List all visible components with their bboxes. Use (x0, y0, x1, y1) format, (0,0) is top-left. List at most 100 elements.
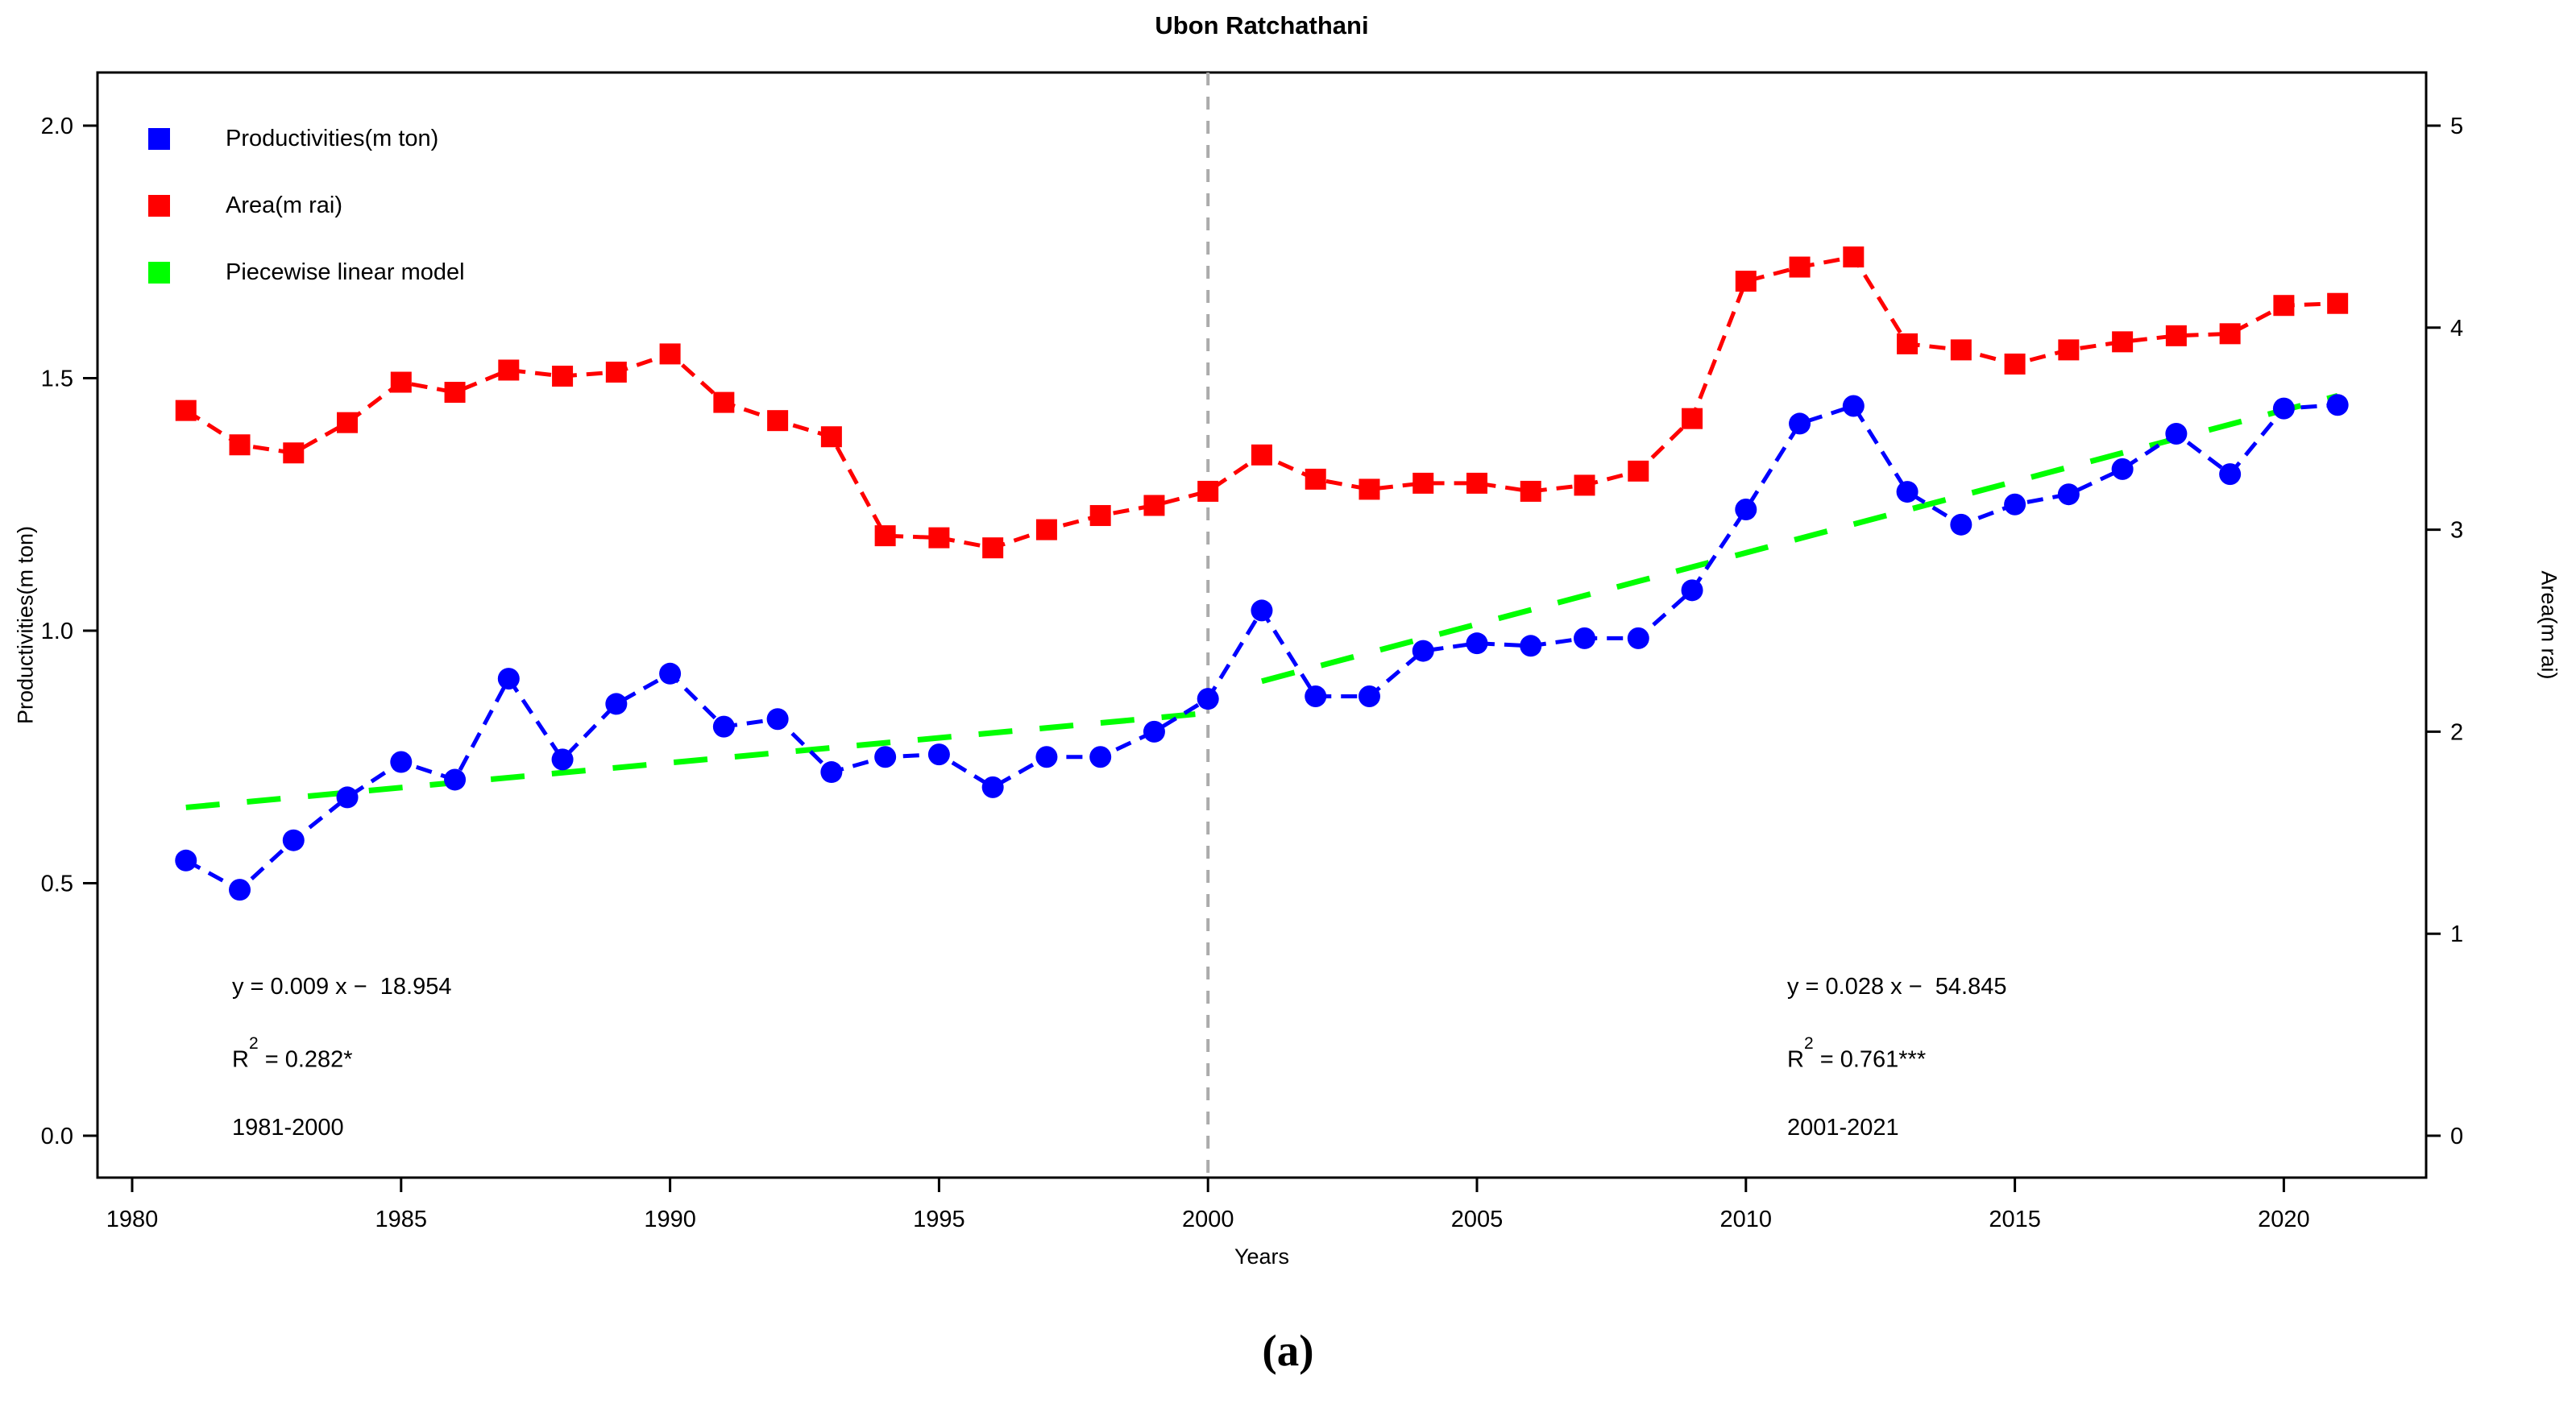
x-tick-label: 1995 (913, 1207, 965, 1232)
area-point-1981 (175, 400, 197, 421)
productivities-point-1986 (444, 768, 467, 791)
productivities-point-2015 (2004, 493, 2026, 516)
area-point-2014 (1950, 339, 1972, 361)
productivities-point-2017 (2111, 458, 2134, 480)
x-tick-label: 2005 (1451, 1207, 1504, 1232)
y-tick-label-right: 4 (2450, 316, 2463, 342)
productivities-point-2004 (1412, 640, 1434, 662)
productivities-point-2011 (1789, 412, 1811, 435)
productivities-point-1999 (1143, 720, 1165, 743)
productivities-point-1997 (1035, 746, 1058, 768)
years-period1: 1981-2000 (232, 1114, 344, 1141)
area-point-1989 (605, 361, 627, 383)
area-point-2016 (2058, 339, 2080, 361)
y-tick-label-right: 5 (2450, 114, 2463, 139)
productivities-point-2016 (2057, 483, 2080, 506)
x-tick-label: 1980 (106, 1207, 159, 1232)
chart-legend: Productivities(m ton) Area(m rai) Piecewis… (148, 106, 465, 306)
area-point-1999 (1143, 495, 1165, 516)
r-squared-period2: R2 = 0.761*** (1787, 1034, 1927, 1073)
legend-label: Area(m rai) (226, 193, 343, 218)
area-point-1984 (337, 412, 359, 433)
plot-border (96, 71, 2428, 1179)
x-tick-label: 2015 (1989, 1207, 2041, 1232)
legend-label: Productivities(m ton) (226, 126, 439, 151)
productivities-point-2013 (1896, 481, 1919, 503)
productivities-point-1992 (766, 708, 789, 731)
y-tick-label-right: 3 (2450, 518, 2463, 544)
subfigure-caption: (a) (1262, 1326, 1314, 1375)
annotation-period2: y = 0.028 x − 54.845 R2 = 0.761*** 2001-… (1787, 974, 2006, 1141)
area-point-2009 (1682, 408, 1703, 429)
area-point-2013 (1897, 333, 1919, 354)
productivities-point-1991 (712, 715, 735, 738)
y-tick-label-right: 0 (2450, 1124, 2463, 1149)
area-point-1998 (1089, 505, 1111, 527)
productivities-point-1983 (282, 829, 305, 851)
productivities-point-2001 (1251, 599, 1273, 622)
productivities-point-1988 (551, 748, 574, 771)
x-axis-label: Years (1234, 1244, 1290, 1269)
area-point-2015 (2004, 353, 2026, 375)
area-point-2005 (1466, 472, 1487, 494)
legend-label: Piecewise linear model (226, 259, 465, 285)
area-point-1996 (982, 537, 1004, 559)
productivities-point-2009 (1681, 579, 1703, 602)
annotation-period1: y = 0.009 x − 18.954 R2 = 0.282* 1981-20… (232, 974, 451, 1141)
area-point-1995 (928, 527, 950, 549)
area-point-1987 (498, 359, 520, 381)
area-point-2006 (1520, 480, 1541, 502)
productivities-point-2018 (2165, 422, 2188, 445)
area-point-2000 (1197, 480, 1219, 502)
productivities-point-2000 (1197, 688, 1219, 710)
x-tick-label: 2000 (1182, 1207, 1234, 1232)
area-point-1988 (552, 365, 574, 387)
productivities-point-1982 (229, 879, 251, 901)
productivities-point-2006 (1520, 635, 1542, 657)
piecewise-model-segment (185, 710, 1209, 810)
x-tick-label: 1985 (375, 1207, 428, 1232)
x-tick-label: 2010 (1720, 1207, 1773, 1232)
area-point-2004 (1412, 472, 1434, 494)
productivities-point-1984 (336, 786, 359, 809)
productivities-point-1987 (497, 668, 520, 690)
area-point-2007 (1574, 474, 1595, 496)
productivities-point-2010 (1735, 499, 1757, 521)
productivities-point-2008 (1627, 627, 1649, 649)
area-point-1990 (659, 343, 681, 365)
x-tick-label: 1990 (644, 1207, 696, 1232)
area-point-2021 (2327, 292, 2349, 314)
productivities-point-2003 (1358, 685, 1380, 708)
area-point-2001 (1251, 444, 1272, 466)
area-point-1997 (1035, 519, 1057, 540)
productivities-point-1985 (390, 751, 413, 773)
area-point-2008 (1628, 460, 1649, 482)
area-point-1994 (874, 525, 896, 547)
productivities-point-2014 (1950, 513, 1972, 536)
area-point-2019 (2219, 323, 2241, 345)
productivities-point-1990 (659, 662, 682, 685)
productivities-point-1998 (1089, 746, 1112, 768)
equation-period1: y = 0.009 x − 18.954 (232, 974, 452, 1000)
equation-period2: y = 0.028 x − 54.845 (1787, 974, 2007, 1000)
chart-title: Ubon Ratchathani (1155, 11, 1369, 39)
piecewise-model-segment (1261, 393, 2339, 685)
y-tick-label-left: 0.5 (41, 872, 73, 897)
legend-swatch-icon (148, 128, 170, 150)
years-period2: 2001-2021 (1787, 1114, 1899, 1141)
productivities-line (185, 403, 2338, 892)
productivities-point-2005 (1466, 632, 1488, 655)
r-squared-period1: R2 = 0.282* (232, 1034, 353, 1073)
area-point-1992 (767, 410, 789, 432)
y-tick-label-left: 1.5 (41, 366, 73, 392)
productivities-point-2007 (1574, 627, 1596, 649)
productivities-point-1993 (820, 761, 843, 784)
area-point-2018 (2165, 325, 2187, 346)
y-tick-label-left: 2.0 (41, 114, 73, 139)
x-tick-label: 2020 (2258, 1207, 2310, 1232)
legend-item-2: Piecewise linear model (148, 239, 465, 306)
y-tick-label-left: 1.0 (41, 619, 73, 644)
area-point-2002 (1305, 468, 1326, 490)
productivities-point-2002 (1305, 685, 1327, 708)
